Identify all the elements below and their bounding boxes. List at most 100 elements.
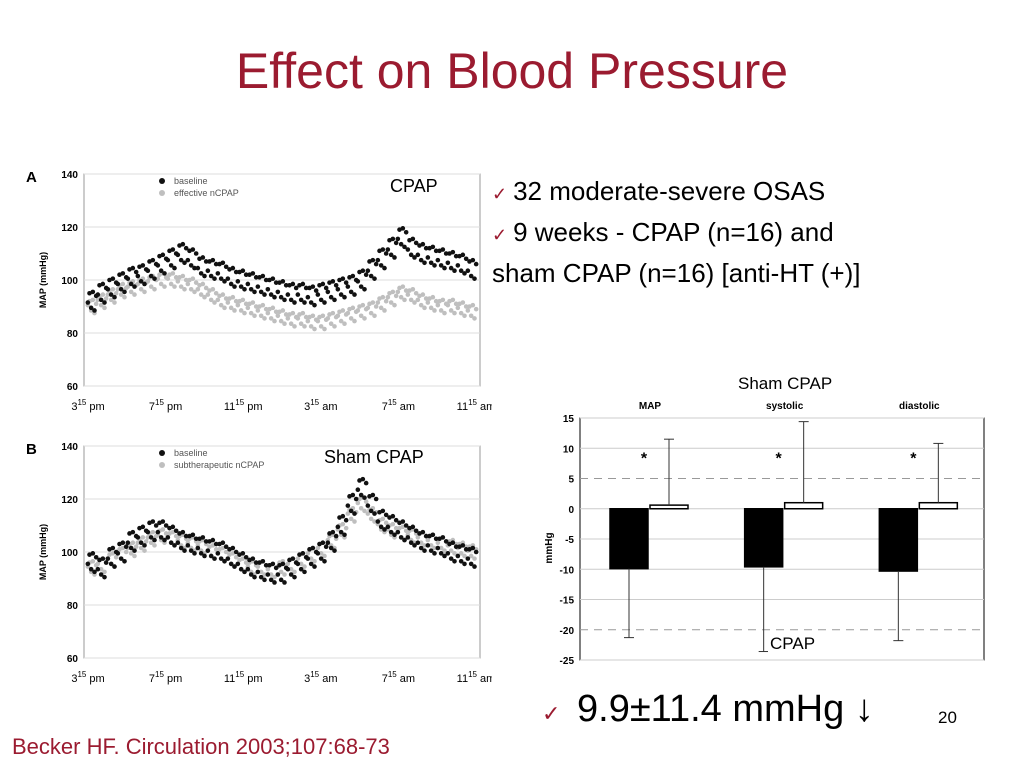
legend-marker [159,450,165,456]
significance-marker: * [641,450,648,467]
citation: Becker HF. Circulation 2003;107:68-73 [12,734,390,759]
category-label: MAP [639,401,662,412]
data-point [330,310,336,316]
data-point [458,558,464,564]
data-point [362,495,367,500]
data-point [238,284,244,289]
data-point [90,297,96,303]
data-point [102,574,107,580]
data-point [265,566,271,572]
data-point [148,284,154,289]
data-point [278,569,284,575]
data-point [278,294,284,300]
data-point [202,553,207,559]
x-tick-label: 315 am [304,398,337,413]
bullet-item: ✓ 32 moderate-severe OSAS [492,172,860,213]
data-point [422,305,427,311]
data-point [158,281,164,287]
data-point [343,517,349,523]
data-point [335,524,341,530]
significance-marker: * [910,450,917,467]
x-tick-label: 1115 am [457,398,492,413]
data-point [268,316,274,321]
page-number: 20 [938,708,957,727]
data-point [393,293,399,299]
data-point [233,555,239,560]
data-point [183,533,189,539]
data-point [210,257,216,263]
data-point [405,292,411,297]
data-point [143,539,149,544]
data-point [223,264,229,270]
data-point [253,560,259,565]
data-point [230,545,236,551]
panel-b-chart: B 140 120 100 80 60 MAP (mmHg) 315 pm 715 pm 1115… [26,441,495,685]
data-point [110,276,116,281]
data-point [465,268,471,274]
data-point [205,292,211,297]
data-point [438,551,444,556]
data-point [390,236,396,242]
data-point [458,310,464,316]
data-point [358,505,364,511]
y-tick-label: 120 [61,223,78,234]
data-point [185,543,191,548]
data-point [322,553,327,559]
data-point [260,302,266,308]
data-point [340,521,346,527]
data-point [418,545,424,551]
data-point [350,305,356,311]
data-point [132,548,137,553]
data-point [270,305,276,311]
data-point [232,284,237,289]
data-point [175,279,181,284]
data-point [388,300,394,305]
data-point [302,300,307,305]
data-point [335,313,341,319]
category-label: diastolic [899,401,940,412]
data-point [318,551,324,556]
bar-panel: 15 10 5 0 -5 -10 -15 -20 -25 mmHg MAP * systolic * dia… [536,394,996,670]
data-point [265,310,271,316]
data-point [462,561,467,567]
data-point [252,574,257,580]
check-icon: ✓ [542,701,561,726]
data-point [340,513,346,519]
data-point [295,561,301,567]
data-point [302,569,307,575]
data-point [465,308,471,313]
data-point [103,560,109,565]
data-point [98,572,104,577]
data-point [108,297,114,303]
data-point [100,556,106,561]
data-point [245,281,251,287]
data-point [323,285,329,291]
data-point [200,281,206,287]
data-point [120,271,126,276]
data-point [412,300,417,305]
data-point [392,255,397,260]
data-point [468,273,474,279]
data-point [283,312,289,317]
data-point [453,253,459,259]
data-point [278,318,284,324]
data-point [108,561,114,567]
data-point [208,273,214,279]
data-point [332,324,337,329]
data-point [348,289,354,295]
data-point [395,236,401,242]
data-point [85,561,91,567]
data-point [188,263,194,268]
data-point [218,556,224,561]
data-point [472,564,477,569]
data-point [425,255,431,260]
data-point [248,286,254,292]
data-point [473,261,479,267]
data-point [345,503,351,508]
data-point [380,247,386,252]
data-point [138,540,144,546]
data-point [365,268,371,274]
data-point [385,294,391,300]
data-point [290,310,296,316]
data-point [438,308,444,313]
